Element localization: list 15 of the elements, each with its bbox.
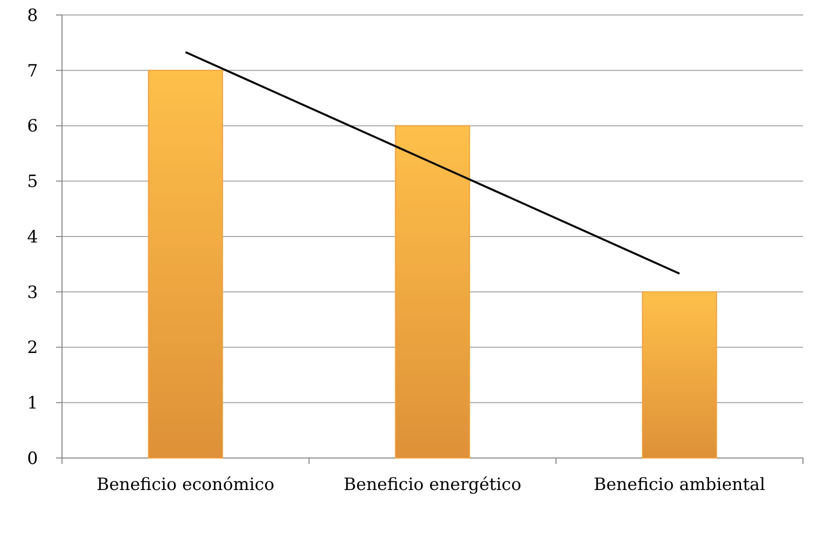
y-tick-label: 2 [27,338,38,358]
x-tick-label: Beneficio económico [96,475,274,495]
y-tick-label: 0 [27,448,38,469]
x-tick-label: Beneficio energético [344,475,522,495]
y-tick-label: 3 [27,282,38,303]
y-tick-label: 6 [27,116,38,137]
y-tick-label: 4 [27,227,38,248]
bar [642,291,718,458]
y-tick-label: 7 [27,61,38,82]
y-tick-label: 8 [27,6,38,26]
x-tick-label: Beneficio ambiental [594,475,766,495]
bar [394,125,470,458]
bar [148,70,224,458]
y-tick-label: 1 [27,394,38,414]
y-tick-label: 5 [27,172,38,192]
